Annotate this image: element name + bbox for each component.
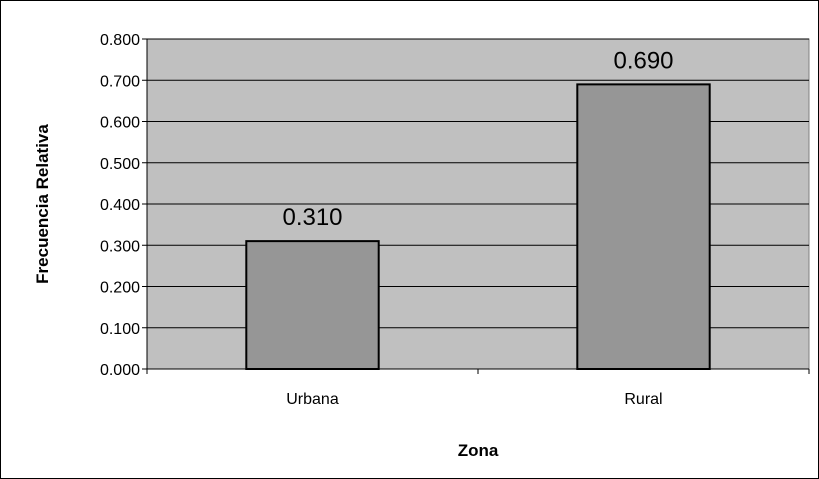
y-tick-labels: 0.000 0.100 0.200 0.300 0.400 0.500 0.600 0.700…	[100, 32, 140, 379]
bar-rural	[576, 83, 711, 370]
y-axis-title: Frecuencia Relativa	[33, 124, 52, 284]
y-tick-label: 0.800	[100, 32, 140, 49]
y-tick-label: 0.000	[100, 362, 140, 379]
bar-urbana	[245, 240, 380, 370]
y-tick-label: 0.700	[100, 73, 140, 90]
x-axis-title: Zona	[458, 441, 499, 460]
y-tick-label: 0.400	[100, 197, 140, 214]
axes	[142, 38, 810, 374]
x-tick-label: Rural	[624, 391, 662, 408]
data-label: 0.310	[282, 204, 342, 231]
y-tick-label: 0.500	[100, 156, 140, 173]
y-tick-label: 0.600	[100, 115, 140, 132]
y-tick-label: 0.300	[100, 238, 140, 255]
x-tick-labels: Urbana Rural	[286, 391, 662, 408]
bars	[245, 83, 711, 370]
data-label: 0.690	[613, 47, 673, 74]
y-tick-label: 0.100	[100, 321, 140, 338]
data-labels: 0.310 0.690	[282, 47, 673, 231]
x-tick-label: Urbana	[286, 391, 339, 408]
y-tick-label: 0.200	[100, 280, 140, 297]
